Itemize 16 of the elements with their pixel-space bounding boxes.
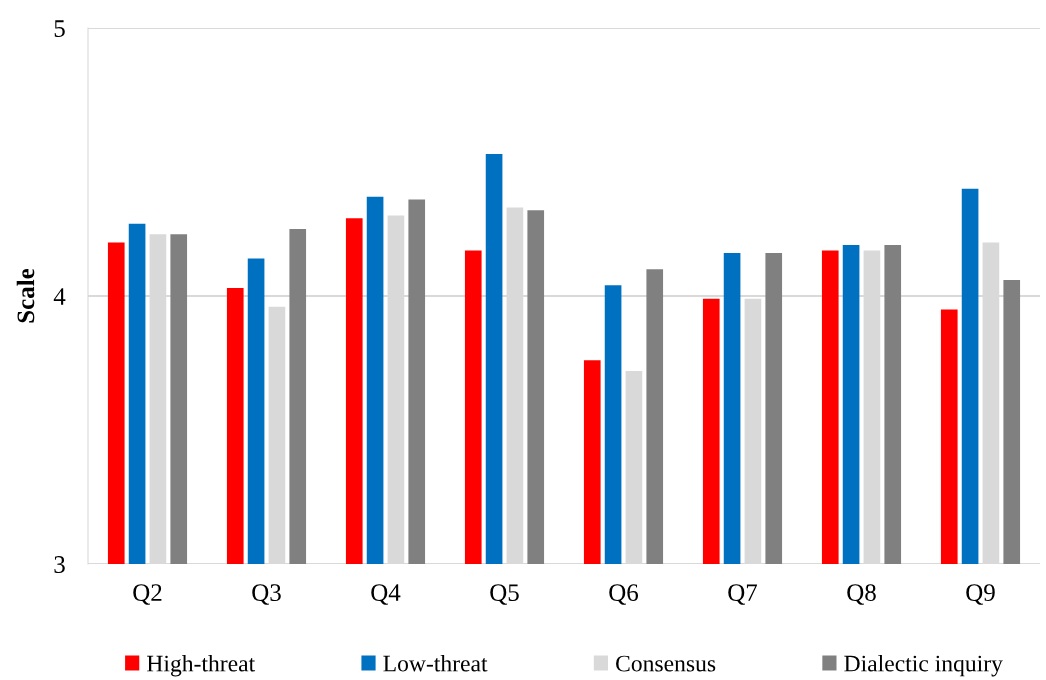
x-tick-label: Q3 (252, 584, 281, 605)
y-tick-label: 3 (54, 556, 65, 573)
x-tick-label: Q6 (609, 584, 639, 605)
legend-label: Dialectic inquiry (844, 654, 1003, 677)
x-tick-label: Q4 (371, 584, 401, 605)
legend-label: Low-threat (383, 654, 488, 672)
x-tick-label: Q7 (728, 584, 758, 605)
legend-label: High-threat (147, 654, 256, 677)
y-tick-label: 5 (54, 20, 65, 37)
x-tick-label: Q8 (847, 584, 876, 605)
legend-label: Consensus (616, 655, 716, 672)
y-axis-title: Scale (16, 268, 35, 323)
y-tick-label: 4 (53, 288, 66, 305)
x-tick-label: Q2 (133, 584, 162, 605)
x-tick-label: Q5 (490, 584, 519, 605)
x-tick-label: Q9 (966, 584, 995, 605)
